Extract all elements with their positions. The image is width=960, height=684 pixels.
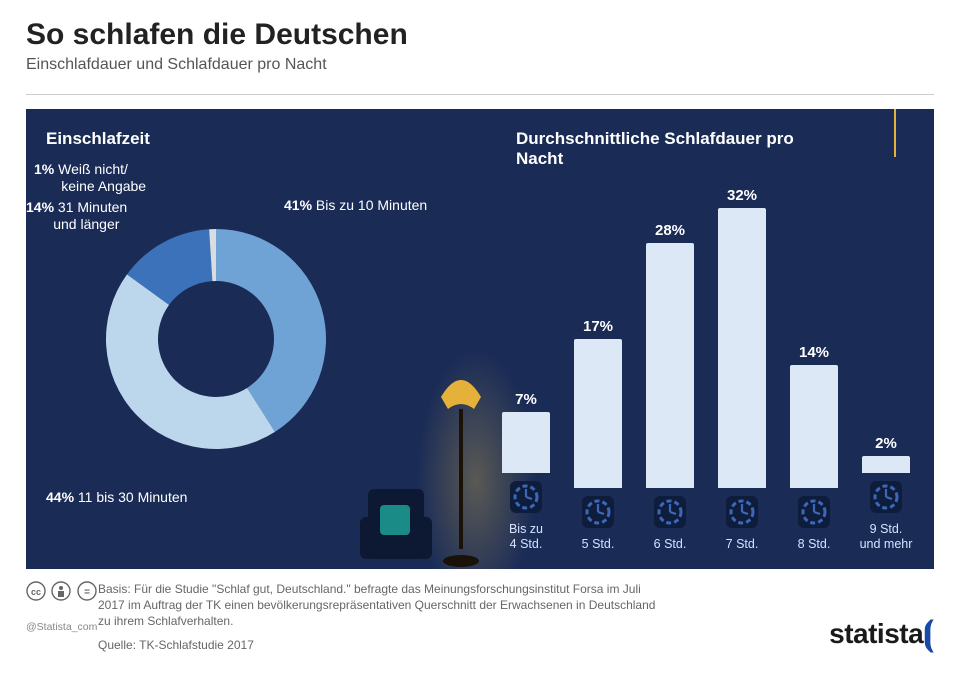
bar-column: 32% 7 Std. — [712, 187, 772, 551]
clock-icon — [796, 494, 832, 530]
statista-logo: statista⦗ — [829, 613, 934, 652]
lamp-icon — [436, 369, 486, 569]
bar-label: 5 Std. — [568, 537, 628, 551]
bar-label: 7 Std. — [712, 537, 772, 551]
page-title: So schlafen die Deutschen — [26, 18, 934, 52]
chart-panel: Einschlafzeit 41% Bis zu 10 Minuten 44% 1… — [26, 109, 934, 569]
donut-title: Einschlafzeit — [46, 129, 456, 149]
bar-value: 28% — [640, 222, 700, 239]
bar-label: 9 Std. und mehr — [856, 522, 916, 551]
bar-rect — [646, 243, 694, 488]
clock-icon — [868, 479, 904, 515]
clock-icon — [580, 494, 616, 530]
donut-slice — [106, 274, 275, 449]
bar-label: 6 Std. — [640, 537, 700, 551]
donut-label: 41% Bis zu 10 Minuten — [284, 197, 427, 214]
bar-value: 14% — [784, 344, 844, 361]
bar-column: 2% 9 Std. und mehr — [856, 435, 916, 551]
moon-line — [894, 109, 896, 157]
clock-icon — [724, 494, 760, 530]
bar-value: 17% — [568, 318, 628, 335]
twitter-handle: @Statista_com — [26, 621, 97, 633]
bar-column: 17% 5 Std. — [568, 318, 628, 551]
bar-rect — [862, 456, 910, 474]
svg-text:=: = — [84, 587, 90, 598]
armchair-icon — [356, 479, 436, 569]
bar-rect — [574, 339, 622, 488]
basis-text: Basis: Für die Studie "Schlaf gut, Deuts… — [98, 581, 658, 630]
cc-license-icons: cc = — [26, 581, 99, 604]
bar-label: Bis zu4 Std. — [496, 522, 556, 551]
bar-value: 2% — [856, 435, 916, 452]
divider — [26, 94, 934, 95]
footer: cc = @Statista_com Basis: Für die Studie… — [26, 581, 934, 652]
donut-label: 1% Weiß nicht/ keine Angabe — [34, 161, 146, 195]
bar-section: Durchschnittliche Schlafdauer pro Nacht … — [496, 109, 934, 569]
bar-rect — [790, 365, 838, 488]
clock-icon — [652, 494, 688, 530]
bar-value: 7% — [496, 391, 556, 408]
donut-chart — [106, 229, 326, 449]
donut-label: 14% 31 Minuten und länger — [26, 199, 127, 233]
bar-column: 7% Bis zu4 Std. — [496, 391, 556, 551]
bar-chart: 7% Bis zu4 Std. 17% 5 Std. 28% 6 Std. 32% 7 Std… — [496, 171, 928, 551]
bar-title: Durchschnittliche Schlafdauer pro Nacht — [516, 129, 796, 169]
page-subtitle: Einschlafdauer und Schlafdauer pro Nacht — [26, 56, 934, 74]
donut-label: 44% 11 bis 30 Minuten — [46, 489, 187, 506]
source-text: Quelle: TK-Schlafstudie 2017 — [98, 638, 934, 652]
bar-rect — [718, 208, 766, 488]
bar-rect — [502, 412, 550, 473]
bar-label: 8 Std. — [784, 537, 844, 551]
svg-text:cc: cc — [31, 587, 41, 597]
bar-column: 28% 6 Std. — [640, 222, 700, 551]
bar-value: 32% — [712, 187, 772, 204]
clock-icon — [508, 479, 544, 515]
bar-column: 14% 8 Std. — [784, 344, 844, 551]
